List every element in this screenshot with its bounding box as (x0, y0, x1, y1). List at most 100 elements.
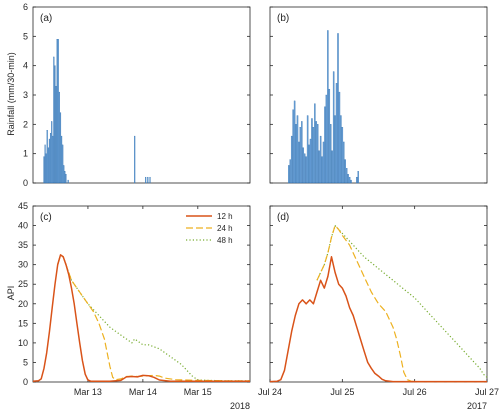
rain-bar (64, 171, 66, 184)
rain-bar (55, 86, 57, 184)
x-tick-label: Mar 15 (184, 387, 212, 397)
panel-label: (c) (40, 212, 52, 223)
axes-box (269, 205, 488, 383)
rain-bar (134, 135, 136, 184)
rain-bar (56, 39, 58, 184)
rain-bar (341, 127, 344, 184)
rain-bar (306, 115, 309, 184)
rain-bar (59, 112, 62, 184)
rain-bar (295, 124, 297, 184)
rain-bar (49, 132, 52, 184)
rain-bar (347, 174, 349, 184)
y-tick-label: 5 (23, 31, 28, 41)
rain-bar (63, 165, 65, 184)
rain-bar (54, 65, 56, 184)
x-tick-label: Mar 14 (129, 387, 157, 397)
rain-bar (48, 138, 51, 184)
y-tick-label: 40 (18, 221, 28, 231)
x-tick-label: Mar 13 (74, 387, 102, 397)
rain-bar (312, 127, 315, 184)
panel-c: 0 5 10 15 20 25 30 35 40 45 Mar 13 Mar 14 Mar 15 2018… (18, 201, 251, 411)
y-tick-label: 45 (18, 201, 28, 211)
rain-bar (57, 39, 59, 184)
y-tick-label: 25 (18, 279, 28, 289)
panel-b: (b) (269, 6, 488, 184)
rain-bar (52, 135, 54, 184)
rain-bar (334, 115, 336, 184)
rain-bar (314, 103, 316, 184)
rain-bar (308, 144, 310, 184)
rain-bar (296, 115, 299, 184)
rain-bar (331, 150, 333, 184)
rain-bar (328, 88, 331, 184)
rain-bar (321, 156, 323, 184)
y-tick-label: 4 (23, 61, 28, 71)
ylabel-rainfall: Rainfall (mm/30-min) (6, 52, 16, 136)
legend-entry: 12 h (217, 212, 233, 221)
rain-bar (317, 124, 319, 184)
x-tick-label: Jul 25 (330, 387, 354, 397)
rain-bar (357, 171, 359, 184)
legend-entry: 48 h (217, 236, 233, 245)
rain-bar (53, 56, 55, 184)
series-line-12h (269, 256, 487, 383)
y-tick-label: 10 (18, 338, 28, 348)
rain-bar (332, 71, 335, 184)
rain-bar (344, 159, 346, 184)
ylabel-api: API (6, 286, 16, 301)
rain-bar (335, 83, 338, 184)
rain-bar (303, 153, 306, 184)
legend: 12 h 24 h 48 h (186, 212, 233, 245)
rain-bar (45, 153, 47, 184)
rain-bar (327, 30, 329, 184)
series-line-24h (316, 225, 487, 383)
rain-bar (343, 141, 345, 184)
rain-bar (67, 179, 69, 184)
y-tick-label: 0 (23, 377, 28, 387)
rain-bar (348, 176, 351, 184)
rain-bar (356, 176, 358, 184)
rain-bar (60, 135, 63, 184)
rain-bar (47, 147, 49, 184)
x-tick-label: Jul 24 (258, 387, 282, 397)
rain-bar (44, 144, 46, 184)
rain-bar (290, 135, 293, 184)
y-tick-label: 30 (18, 260, 28, 270)
x-tick-label: Jul 26 (403, 387, 427, 397)
rain-bar (62, 144, 64, 184)
rain-bar (302, 147, 305, 184)
rain-bar (58, 91, 60, 184)
rain-bar (311, 118, 313, 184)
series-line-24h (57, 254, 250, 382)
panel-label: (b) (277, 13, 289, 24)
axes-box (32, 205, 251, 383)
rain-bar (305, 156, 307, 184)
y-tick-label: 15 (18, 318, 28, 328)
y-tick-label: 6 (23, 2, 28, 12)
y-tick-label: 35 (18, 240, 28, 250)
rain-bar (315, 121, 318, 184)
rain-bar (324, 106, 326, 184)
x-year-label: 2017 (467, 401, 487, 411)
rain-bar (46, 130, 48, 184)
panel-a: 0 1 2 3 4 5 6 (a) (23, 2, 251, 188)
rain-bar (145, 176, 147, 184)
legend-entry: 24 h (217, 224, 233, 233)
panel-label: (d) (277, 212, 289, 223)
rain-bar (345, 168, 348, 184)
rain-bar (293, 100, 296, 184)
rain-bar (147, 176, 149, 184)
x-year-label: 2018 (230, 401, 250, 411)
y-tick-label: 3 (23, 90, 28, 100)
panel-label: (a) (40, 13, 52, 24)
rain-bar (149, 176, 151, 184)
rain-bar (298, 141, 300, 184)
rain-bar (309, 138, 312, 184)
panel-d: Jul 24 Jul 25 Jul 26 Jul 27 2017 (d) (258, 205, 499, 411)
y-tick-label: 1 (23, 149, 28, 159)
rain-bar (337, 33, 339, 184)
rain-bar (350, 179, 352, 184)
rain-bar (318, 150, 320, 184)
